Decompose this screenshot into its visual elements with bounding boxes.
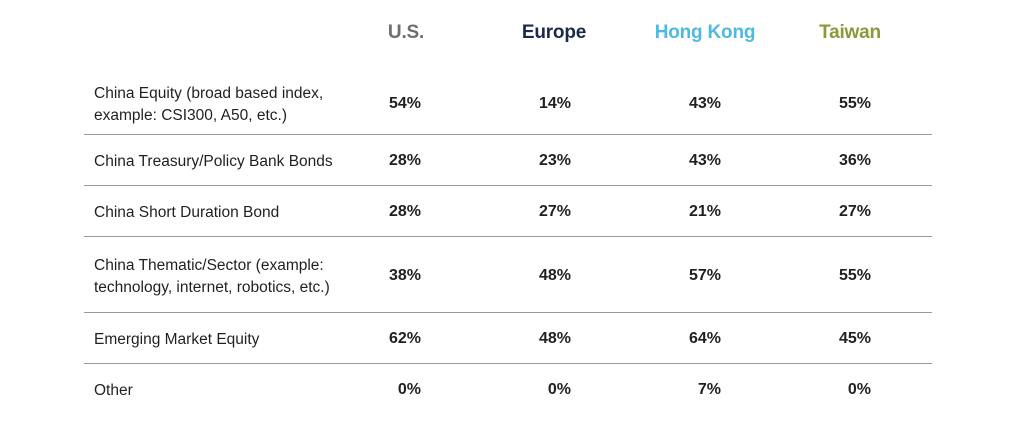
- table-cell: 54%: [388, 95, 421, 112]
- survey-table: U.S. Europe Hong Kong Taiwan China Equity (b…: [84, 0, 932, 429]
- table-cell: 28%: [388, 152, 421, 169]
- table-row: Emerging Market Equity 62% 48% 64% 45%: [84, 315, 932, 365]
- column-header-taiwan: Taiwan: [819, 22, 881, 43]
- table-cell: 55%: [838, 95, 871, 112]
- table-cell: 0%: [397, 381, 421, 398]
- row-divider: [84, 185, 932, 186]
- table-cell: 38%: [388, 267, 421, 284]
- table-cell: 55%: [838, 267, 871, 284]
- table-cell: 27%: [838, 203, 871, 220]
- table-cell: 64%: [688, 330, 721, 347]
- row-divider: [84, 134, 932, 135]
- table-row: China Short Duration Bond 28% 27% 21% 27%: [84, 188, 932, 238]
- table-cell: 0%: [847, 381, 871, 398]
- table-cell: 62%: [388, 330, 421, 347]
- table-row: China Treasury/Policy Bank Bonds 28% 23% 43…: [84, 137, 932, 187]
- table-cell: 36%: [838, 152, 871, 169]
- row-label: China Equity (broad based index, example…: [94, 85, 324, 124]
- table-cell: 43%: [688, 152, 721, 169]
- column-header-europe: Europe: [521, 22, 587, 43]
- row-label: China Short Duration Bond: [94, 204, 280, 221]
- table-cell: 48%: [538, 330, 571, 347]
- table-cell: 57%: [688, 267, 721, 284]
- row-label: China Thematic/Sector (example: technolo…: [94, 257, 330, 296]
- table-cell: 14%: [538, 95, 571, 112]
- table-row: Other 0% 0% 7% 0%: [84, 366, 932, 416]
- table-cell: 27%: [538, 203, 571, 220]
- table-cell: 28%: [388, 203, 421, 220]
- row-divider: [84, 312, 932, 313]
- row-label: Emerging Market Equity: [94, 331, 260, 348]
- table-row: China Thematic/Sector (example: technolo…: [84, 239, 932, 314]
- table-cell: 0%: [547, 381, 571, 398]
- row-divider: [84, 363, 932, 364]
- row-label: China Treasury/Policy Bank Bonds: [94, 153, 333, 170]
- table-cell: 45%: [838, 330, 871, 347]
- column-header-u-s: U.S.: [387, 22, 425, 43]
- table-cell: 48%: [538, 267, 571, 284]
- table-row: China Equity (broad based index, example…: [84, 75, 932, 135]
- table-cell: 21%: [688, 203, 721, 220]
- row-divider: [84, 236, 932, 237]
- table-cell: 43%: [688, 95, 721, 112]
- table-cell: 7%: [697, 381, 721, 398]
- column-header-hong-kong: Hong Kong: [654, 22, 756, 43]
- row-label: Other: [94, 382, 133, 399]
- table-cell: 23%: [538, 152, 571, 169]
